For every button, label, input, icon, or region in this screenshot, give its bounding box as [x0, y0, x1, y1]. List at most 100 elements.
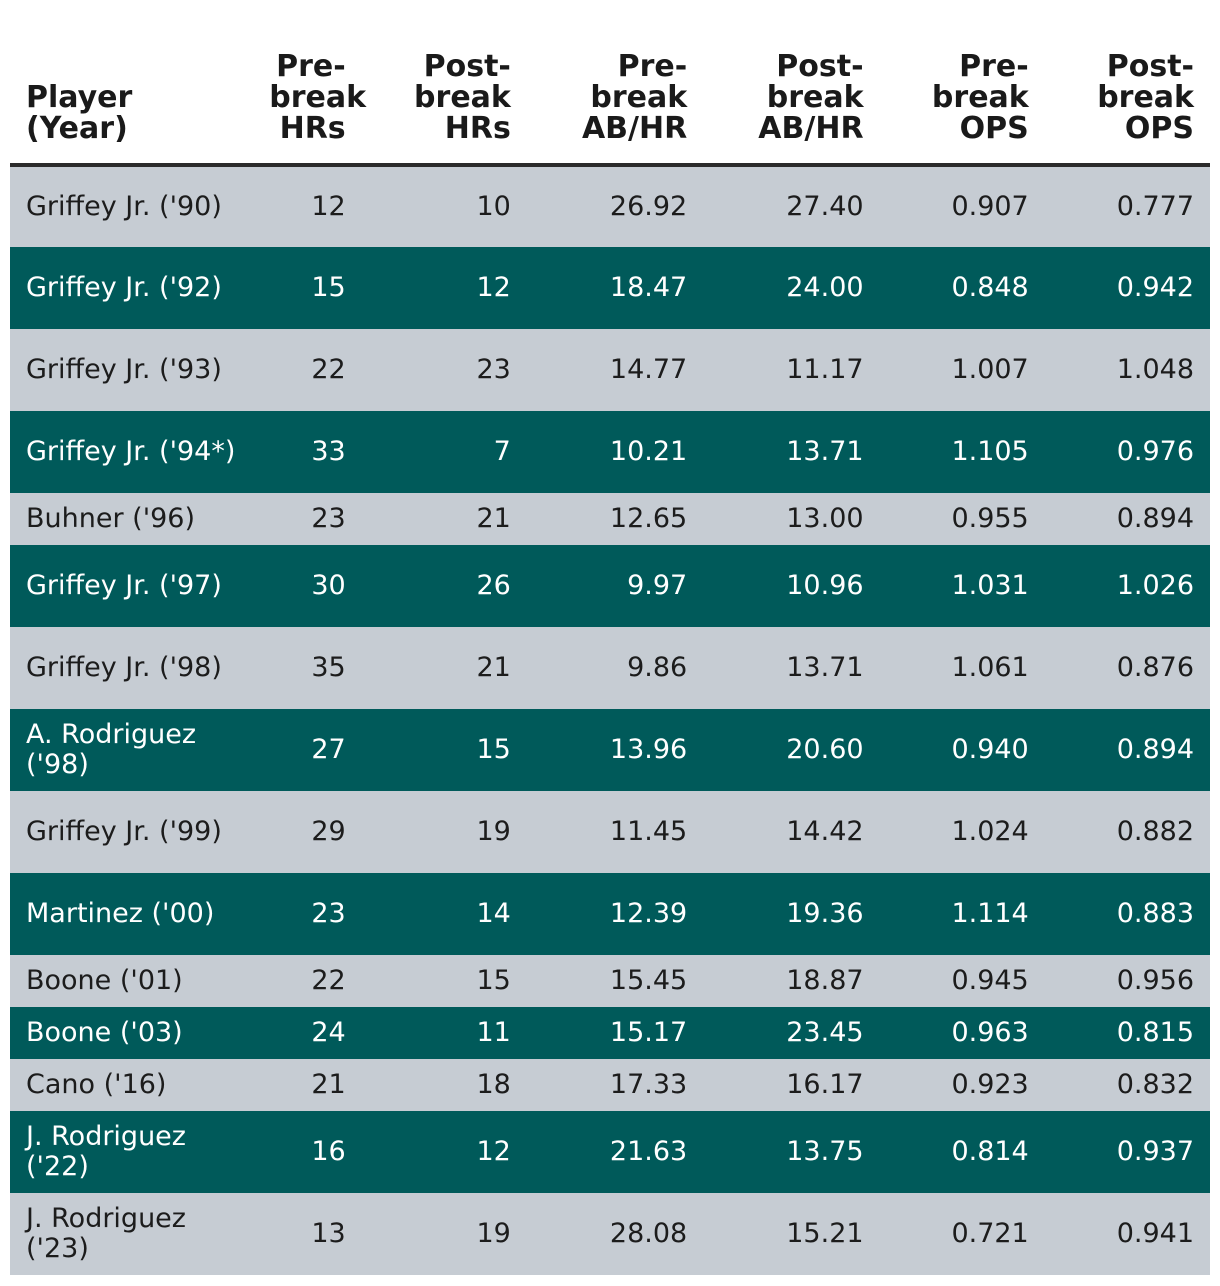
postbreak-ops-cell: 0.942 — [1044, 247, 1210, 329]
header-line: break — [766, 80, 864, 115]
postbreak-ops-cell: 0.894 — [1044, 493, 1210, 545]
prebreak-hrs-cell: 33 — [253, 411, 362, 493]
prebreak-ops-cell: 1.031 — [879, 545, 1045, 627]
postbreak-hrs-cell: 12 — [361, 247, 527, 329]
header-postbreak-ops: Post- break OPS — [1044, 0, 1210, 167]
header-line: AB/HR — [581, 111, 688, 146]
player-year-cell: Griffey Jr. ('92) — [10, 247, 254, 329]
prebreak-hrs-cell: 23 — [253, 873, 362, 955]
header-line: Pre- — [276, 49, 346, 84]
prebreak-ops-cell: 0.945 — [879, 955, 1045, 1007]
header-line: break — [931, 80, 1029, 115]
table-row: Griffey Jr. ('94*) 33 7 10.21 13.71 1.105 0.97… — [10, 411, 1210, 493]
postbreak-hrs-cell: 14 — [361, 873, 527, 955]
prebreak-hrs-cell: 21 — [253, 1059, 362, 1111]
postbreak-ops-cell: 0.777 — [1044, 165, 1210, 247]
postbreak-ab-hr-cell: 10.96 — [703, 545, 880, 627]
prebreak-ops-cell: 0.814 — [879, 1111, 1045, 1193]
postbreak-hrs-cell: 15 — [361, 955, 527, 1007]
header-line: Post- — [1106, 49, 1194, 84]
postbreak-ops-cell: 1.026 — [1044, 545, 1210, 627]
postbreak-hrs-cell: 7 — [361, 411, 527, 493]
postbreak-ab-hr-cell: 18.87 — [703, 955, 880, 1007]
header-postbreak-ab-hr: Post- break AB/HR — [703, 0, 880, 167]
prebreak-ab-hr-cell: 15.45 — [526, 955, 704, 1007]
postbreak-ab-hr-cell: 13.71 — [703, 411, 880, 493]
prebreak-hrs-cell: 24 — [253, 1007, 362, 1059]
player-year-cell: Griffey Jr. ('90) — [10, 165, 254, 247]
prebreak-hrs-cell: 16 — [253, 1111, 362, 1193]
prebreak-ab-hr-cell: 13.96 — [526, 709, 704, 791]
prebreak-ab-hr-cell: 12.39 — [526, 873, 704, 955]
header-line: OPS — [959, 111, 1029, 146]
table-body: Griffey Jr. ('90) 12 10 26.92 27.40 0.907 0.77… — [10, 165, 1210, 1275]
prebreak-ops-cell: 0.963 — [879, 1007, 1045, 1059]
prebreak-ab-hr-cell: 14.77 — [526, 329, 704, 411]
stats-table-container: Player (Year) Pre- break HRs Post- break… — [10, 0, 1210, 1275]
player-year-cell: Griffey Jr. ('93) — [10, 329, 254, 411]
table-row: Griffey Jr. ('93) 22 23 14.77 11.17 1.007 1.04… — [10, 329, 1210, 411]
header-postbreak-hrs: Post- break HRs — [361, 0, 527, 167]
postbreak-ab-hr-cell: 13.71 — [703, 627, 880, 709]
player-year-cell: Griffey Jr. ('99) — [10, 791, 254, 873]
prebreak-hrs-cell: 27 — [253, 709, 362, 791]
header-line: HRs — [279, 111, 346, 146]
prebreak-hrs-cell: 29 — [253, 791, 362, 873]
player-year-cell: J. Rodriguez ('22) — [10, 1111, 254, 1193]
prebreak-ab-hr-cell: 18.47 — [526, 247, 704, 329]
player-year-cell: Griffey Jr. ('98) — [10, 627, 254, 709]
table-row: A. Rodriguez ('98) 27 15 13.96 20.60 0.940 0.8… — [10, 709, 1210, 791]
table-row: Griffey Jr. ('90) 12 10 26.92 27.40 0.907 0.77… — [10, 165, 1210, 247]
postbreak-hrs-cell: 18 — [361, 1059, 527, 1111]
prebreak-hrs-cell: 30 — [253, 545, 362, 627]
postbreak-ab-hr-cell: 27.40 — [703, 165, 880, 247]
prebreak-ops-cell: 0.940 — [879, 709, 1045, 791]
postbreak-ab-hr-cell: 23.45 — [703, 1007, 880, 1059]
header-prebreak-hrs: Pre- break HRs — [253, 0, 366, 167]
player-year-cell: Buhner ('96) — [10, 493, 254, 545]
prebreak-hrs-cell: 35 — [253, 627, 362, 709]
header-prebreak-ops: Pre- break OPS — [879, 0, 1045, 167]
postbreak-ops-cell: 0.832 — [1044, 1059, 1210, 1111]
postbreak-ops-cell: 0.876 — [1044, 627, 1210, 709]
postbreak-hrs-cell: 26 — [361, 545, 527, 627]
postbreak-ab-hr-cell: 19.36 — [703, 873, 880, 955]
header-line: Pre- — [617, 49, 688, 84]
prebreak-ops-cell: 1.007 — [879, 329, 1045, 411]
table-header: Player (Year) Pre- break HRs Post- break… — [10, 0, 1210, 167]
table-row: Griffey Jr. ('98) 35 21 9.86 13.71 1.061 0.876 — [10, 627, 1210, 709]
prebreak-ops-cell: 0.907 — [879, 165, 1045, 247]
player-year-cell: A. Rodriguez ('98) — [10, 709, 254, 791]
header-line: break — [414, 80, 511, 115]
prebreak-hrs-cell: 12 — [253, 165, 362, 247]
postbreak-ab-hr-cell: 16.17 — [703, 1059, 880, 1111]
header-line: break — [590, 80, 688, 115]
prebreak-hrs-cell: 22 — [253, 329, 362, 411]
prebreak-ab-hr-cell: 15.17 — [526, 1007, 704, 1059]
postbreak-ops-cell: 0.956 — [1044, 955, 1210, 1007]
table-row: Griffey Jr. ('99) 29 19 11.45 14.42 1.024 0.88… — [10, 791, 1210, 873]
prebreak-hrs-cell: 15 — [253, 247, 362, 329]
player-year-cell: Griffey Jr. ('97) — [10, 545, 254, 627]
prebreak-ab-hr-cell: 12.65 — [526, 493, 704, 545]
header-prebreak-ab-hr: Pre- break AB/HR — [526, 0, 704, 167]
header-player-year: Player (Year) — [10, 0, 254, 167]
header-line: (Year) — [26, 111, 128, 146]
table-row: Griffey Jr. ('97) 30 26 9.97 10.96 1.031 1.026 — [10, 545, 1210, 627]
player-year-cell: Martinez ('00) — [10, 873, 254, 955]
postbreak-hrs-cell: 15 — [361, 709, 527, 791]
table-row: Buhner ('96) 23 21 12.65 13.00 0.955 0.894 — [10, 493, 1210, 545]
header-line: Post- — [776, 49, 864, 84]
player-year-cell: Boone ('01) — [10, 955, 254, 1007]
prebreak-ab-hr-cell: 17.33 — [526, 1059, 704, 1111]
postbreak-ops-cell: 0.894 — [1044, 709, 1210, 791]
postbreak-ops-cell: 0.976 — [1044, 411, 1210, 493]
table-row: Griffey Jr. ('92) 15 12 18.47 24.00 0.848 0.94… — [10, 247, 1210, 329]
postbreak-hrs-cell: 12 — [361, 1111, 527, 1193]
header-row: Player (Year) Pre- break HRs Post- break… — [10, 0, 1210, 167]
postbreak-hrs-cell: 10 — [361, 165, 527, 247]
postbreak-ab-hr-cell: 14.42 — [703, 791, 880, 873]
stats-table: Player (Year) Pre- break HRs Post- break… — [10, 0, 1210, 1275]
prebreak-ops-cell: 1.114 — [879, 873, 1045, 955]
prebreak-hrs-cell: 13 — [253, 1193, 362, 1275]
